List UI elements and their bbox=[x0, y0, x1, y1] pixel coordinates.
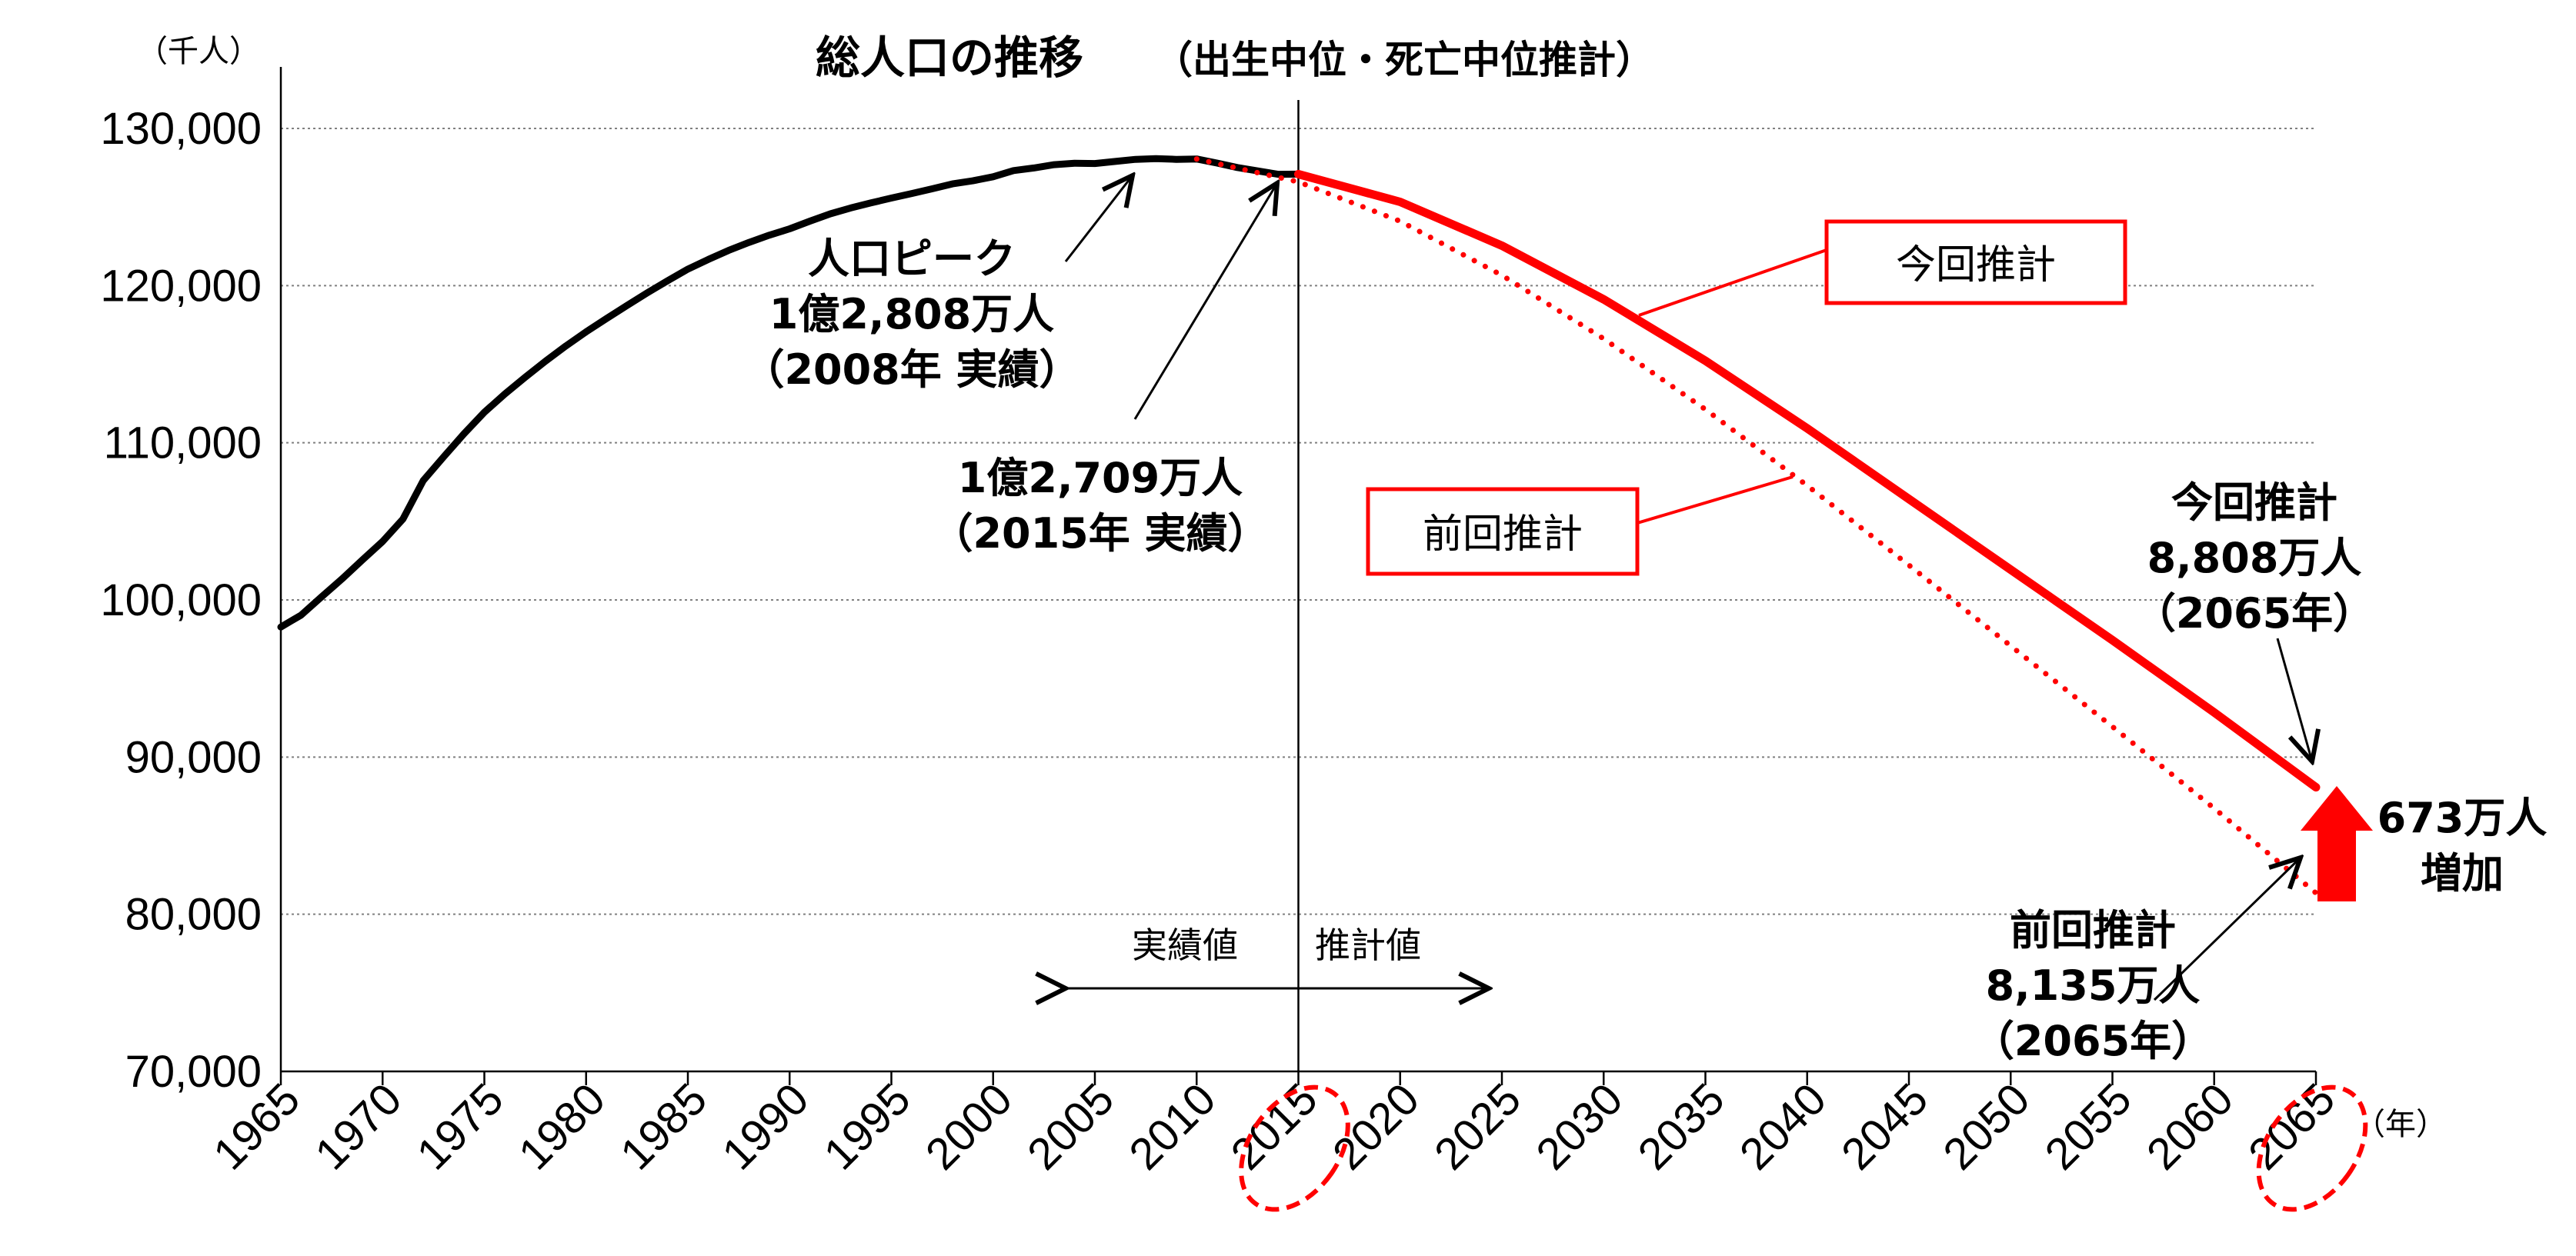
current-projection-leader bbox=[1638, 248, 1827, 317]
peak-annotation-line: 人口ピーク bbox=[808, 235, 1016, 283]
previous-projection-leader bbox=[1637, 475, 1794, 525]
y-tick-labels: 130,000 120,000 110,000 100,000 90,000 80,000… bbox=[100, 104, 262, 1097]
x-tick-label: 1980 bbox=[509, 1074, 615, 1179]
year-highlight-ellipse bbox=[1239, 1084, 1350, 1212]
x-tick-label: 2065 bbox=[2239, 1074, 2344, 1179]
y-tick-label: 80,000 bbox=[125, 890, 262, 940]
peak-annotation-line: （2008年 実績） bbox=[742, 345, 1080, 394]
axes bbox=[279, 67, 2317, 1085]
annotations: 人口ピーク 1億2,808万人 （2008年 実績） 1億2,709万人 （2015年 … bbox=[742, 175, 2547, 1065]
x-tick-label: 2025 bbox=[1425, 1074, 1530, 1179]
x-tick-label: 2035 bbox=[1628, 1074, 1733, 1179]
x-tick-label: 2010 bbox=[1119, 1074, 1225, 1179]
current-end-annotation-line: 8,808万人 bbox=[2147, 534, 2362, 582]
y-tick-label: 90,000 bbox=[125, 732, 262, 782]
y2015-annotation-line: 1億2,709万人 bbox=[958, 454, 1243, 502]
x-unit-label: （年） bbox=[2354, 1107, 2447, 1142]
x-tick-label: 2040 bbox=[1730, 1074, 1836, 1179]
increase-arrow-icon bbox=[2301, 786, 2373, 901]
previous-projection-box bbox=[1366, 487, 1640, 576]
x-tick-label: 1985 bbox=[611, 1074, 716, 1179]
x-tick-label: 2000 bbox=[916, 1074, 1022, 1179]
series-line-previous bbox=[1193, 156, 2319, 896]
peak-arrow bbox=[1064, 175, 1133, 262]
y-tick-label: 70,000 bbox=[125, 1047, 262, 1097]
x-tick-label: 2015 bbox=[1221, 1074, 1326, 1179]
year-highlight-ellipse bbox=[2256, 1084, 2368, 1212]
x-tick-label: 2050 bbox=[1934, 1074, 2039, 1179]
x-tick-label: 2060 bbox=[2137, 1074, 2243, 1179]
series-lines bbox=[277, 155, 2321, 896]
x-tick-label: 1970 bbox=[305, 1074, 411, 1179]
chart-subtitle: （出生中位・死亡中位推計） bbox=[1154, 38, 1654, 82]
increase-annotation: 673万人増加 bbox=[2377, 794, 2548, 898]
year-highlights bbox=[1239, 1084, 2368, 1212]
increase-annotation-line: 673万人 bbox=[2377, 794, 2548, 842]
y-tick-label: 100,000 bbox=[100, 575, 262, 625]
x-tick-label: 2030 bbox=[1527, 1074, 1632, 1179]
x-tick-label: 2020 bbox=[1323, 1074, 1429, 1179]
x-tick-label: 2055 bbox=[2035, 1074, 2141, 1179]
previous-end-annotation-line: 前回推計 bbox=[2010, 906, 2176, 954]
current-end-annotation-line: （2065年） bbox=[2134, 589, 2374, 638]
x-tick-label: 1995 bbox=[814, 1074, 919, 1179]
chart-title-group: 総人口の推移 （出生中位・死亡中位推計） bbox=[816, 32, 1654, 84]
current-end-annotation-line: 今回推計 bbox=[2171, 478, 2337, 527]
current-end-annotation: 今回推計 8,808万人 （2065年） bbox=[2134, 478, 2374, 638]
previous-end-arrow bbox=[2153, 858, 2301, 1001]
x-tick-label: 1990 bbox=[712, 1074, 818, 1179]
actual-side-label: 実績値 bbox=[1132, 925, 1238, 966]
previous-end-annotation-line: （2065年） bbox=[1973, 1017, 2213, 1065]
previous-projection-box-label: 前回推計 bbox=[1423, 511, 1583, 558]
chart-title: 総人口の推移 bbox=[816, 32, 1083, 84]
x-tick-label: 2045 bbox=[1832, 1074, 1937, 1179]
y2015-arrow bbox=[1133, 183, 1277, 420]
peak-annotation: 人口ピーク 1億2,808万人 （2008年 実績） bbox=[742, 235, 1080, 394]
increase-annotation-line: 増加 bbox=[2421, 849, 2504, 898]
x-tick-labels: 1965197019751980198519901995200020052010… bbox=[204, 1074, 2344, 1179]
current-projection-box bbox=[1824, 219, 2127, 305]
y2015-annotation: 1億2,709万人 （2015年 実績） bbox=[931, 454, 1269, 558]
series-line-current bbox=[1294, 169, 2321, 792]
y-unit-label: （千人） bbox=[137, 34, 260, 69]
y-tick-label: 110,000 bbox=[104, 418, 262, 468]
previous-end-annotation: 前回推計 8,135万人 （2065年） bbox=[1973, 906, 2213, 1065]
current-end-arrow bbox=[2276, 638, 2312, 761]
y-tick-label: 130,000 bbox=[100, 104, 262, 154]
current-projection-box-label: 今回推計 bbox=[1896, 242, 2056, 288]
x-tick-label: 1975 bbox=[407, 1074, 512, 1179]
y2015-annotation-line: （2015年 実績） bbox=[931, 509, 1269, 558]
projected-side-label: 推計値 bbox=[1315, 925, 1421, 966]
y-tick-label: 120,000 bbox=[100, 261, 262, 311]
peak-annotation-line: 1億2,808万人 bbox=[769, 290, 1054, 338]
x-tick-label: 2005 bbox=[1018, 1074, 1123, 1179]
previous-end-annotation-line: 8,135万人 bbox=[1986, 961, 2201, 1010]
